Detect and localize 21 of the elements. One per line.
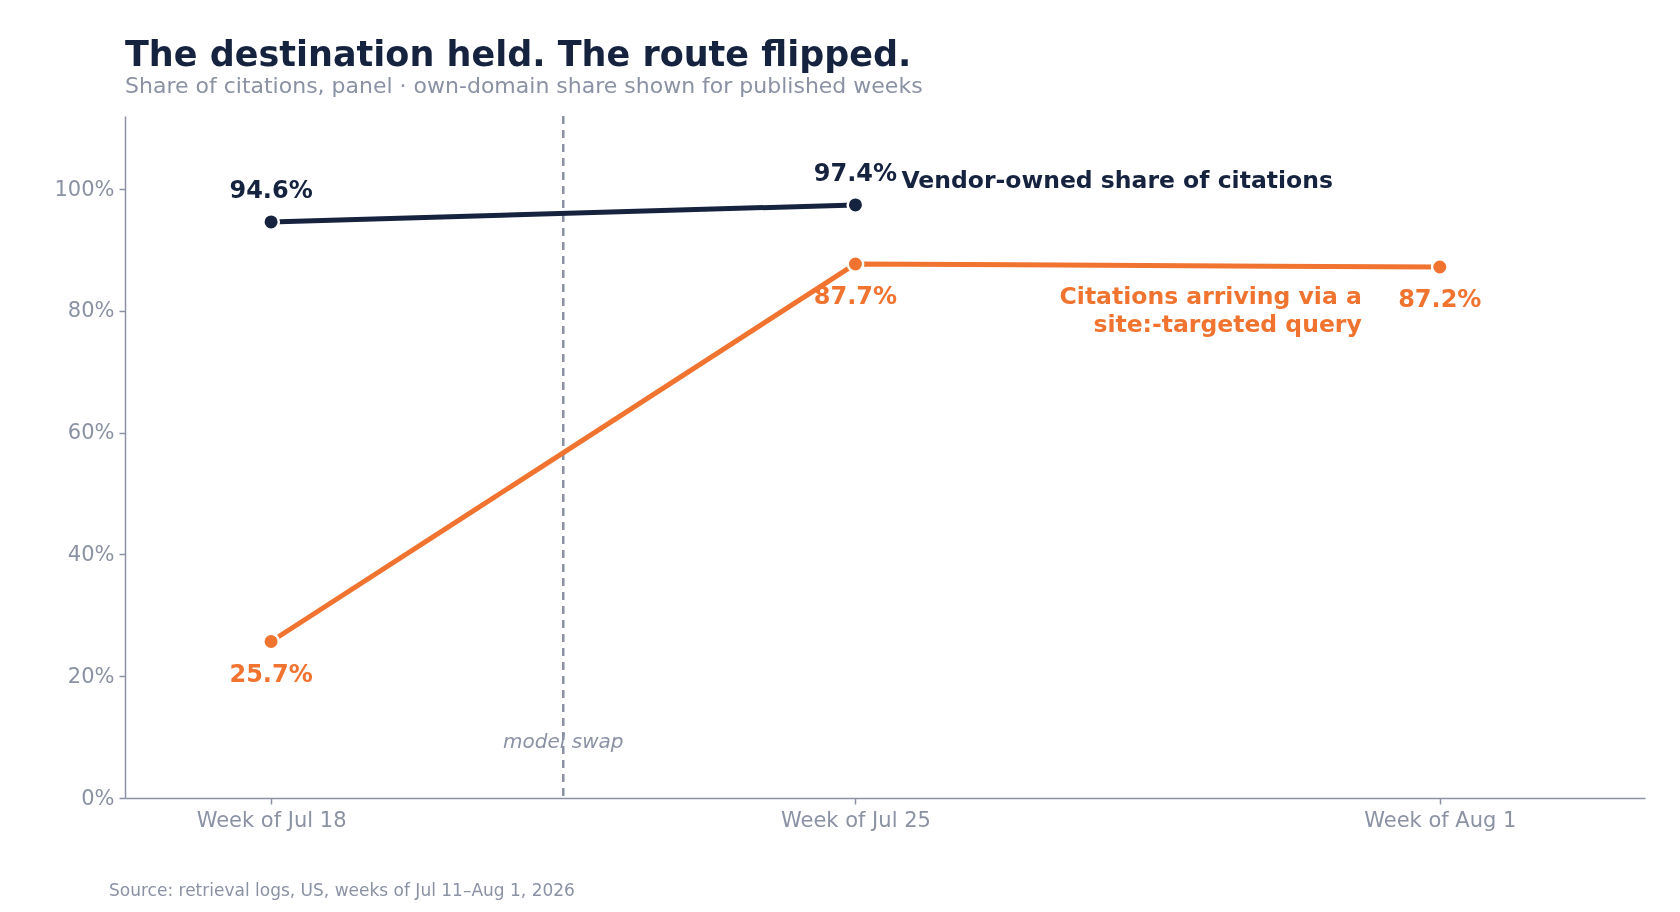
x-tick-label: Week of Aug 1 <box>1364 807 1517 832</box>
data-label: 25.7% <box>229 659 313 688</box>
data-label: 94.6% <box>229 175 313 204</box>
data-label: 97.4% <box>813 158 898 187</box>
y-tick-label: 20% <box>67 663 115 688</box>
ref-line-label: model swap <box>503 729 624 753</box>
series-label: Vendor-owned share of citations <box>901 165 1333 194</box>
data-label: 87.7% <box>813 281 898 310</box>
x-tick-label: Week of Jul 18 <box>196 807 347 832</box>
chart-title: The destination held. The route flipped. <box>125 33 912 74</box>
series-label: Citations arriving via a site:-targeted query <box>1059 282 1362 339</box>
point <box>1430 258 1449 276</box>
y-tick-label: 80% <box>67 298 115 323</box>
chart-subtitle: Share of citations, panel · own-domain share shown for published weeks <box>125 72 923 98</box>
data-label: 87.2% <box>1398 285 1482 314</box>
y-tick-label: 60% <box>67 420 115 445</box>
y-tick-label: 100% <box>54 176 115 201</box>
y-tick-label: 40% <box>67 541 115 566</box>
y-tick-label: 0% <box>81 785 115 810</box>
source-note: Source: retrieval logs, US, weeks of Jul 11–Aug 1, 2026 <box>109 880 575 900</box>
x-tick-label: Week of Jul 25 <box>781 807 931 832</box>
